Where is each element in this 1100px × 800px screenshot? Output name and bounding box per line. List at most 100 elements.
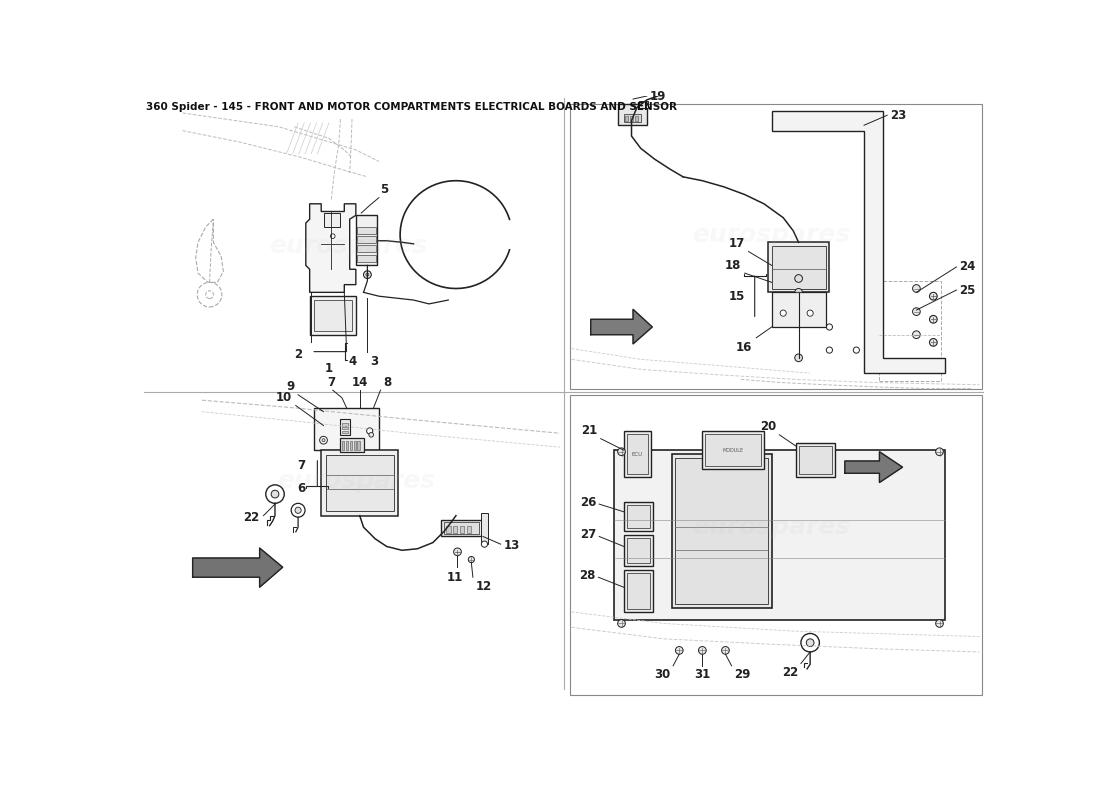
- Circle shape: [780, 310, 786, 316]
- Text: 11: 11: [447, 571, 462, 584]
- Text: 23: 23: [890, 109, 906, 122]
- Bar: [624, 502, 653, 531]
- Polygon shape: [306, 204, 356, 292]
- Circle shape: [913, 331, 921, 338]
- Bar: [625, 116, 628, 122]
- Bar: [796, 442, 835, 477]
- Text: MODULE: MODULE: [723, 448, 744, 453]
- Text: 22: 22: [243, 510, 260, 524]
- Circle shape: [330, 234, 336, 238]
- Circle shape: [826, 347, 833, 353]
- Bar: [353, 441, 355, 450]
- Bar: [323, 213, 341, 227]
- Text: 6: 6: [297, 482, 306, 495]
- Bar: [356, 215, 377, 266]
- Circle shape: [295, 507, 301, 514]
- Bar: [466, 526, 472, 533]
- Bar: [880, 281, 942, 381]
- Text: 7: 7: [327, 375, 336, 389]
- Text: 30: 30: [653, 668, 670, 681]
- Circle shape: [618, 448, 625, 455]
- Text: 21: 21: [582, 424, 597, 437]
- Text: 14: 14: [352, 375, 367, 389]
- Bar: [460, 526, 464, 533]
- Circle shape: [794, 274, 803, 282]
- Bar: [768, 242, 829, 292]
- Text: 2: 2: [294, 348, 302, 361]
- Text: eurospares: eurospares: [277, 469, 434, 493]
- Bar: [453, 526, 458, 533]
- Text: 4: 4: [348, 355, 356, 369]
- Polygon shape: [772, 111, 945, 373]
- Bar: [624, 114, 640, 122]
- Bar: [345, 441, 348, 450]
- Circle shape: [618, 619, 625, 627]
- Text: 9: 9: [286, 380, 295, 394]
- Text: 7: 7: [298, 459, 306, 472]
- Text: 17: 17: [728, 237, 745, 250]
- Bar: [444, 522, 480, 534]
- Text: 18: 18: [725, 258, 741, 271]
- Bar: [618, 104, 647, 126]
- Bar: [705, 434, 761, 466]
- Bar: [341, 438, 364, 452]
- Bar: [624, 570, 653, 612]
- Circle shape: [368, 433, 374, 437]
- Text: eurospares: eurospares: [693, 515, 850, 539]
- Text: ECU: ECU: [631, 451, 642, 457]
- Circle shape: [675, 646, 683, 654]
- Circle shape: [807, 310, 813, 316]
- Bar: [627, 538, 650, 562]
- Text: 12: 12: [475, 579, 492, 593]
- Text: 1: 1: [324, 362, 333, 374]
- Circle shape: [271, 490, 279, 498]
- Circle shape: [826, 324, 833, 330]
- Circle shape: [469, 557, 474, 562]
- Circle shape: [936, 619, 944, 627]
- Bar: [358, 236, 376, 243]
- Circle shape: [913, 308, 921, 315]
- Text: eurospares: eurospares: [270, 234, 427, 258]
- Bar: [627, 434, 648, 474]
- Circle shape: [320, 436, 328, 444]
- Text: 24: 24: [959, 261, 975, 274]
- Text: 31: 31: [694, 668, 711, 681]
- Text: 15: 15: [729, 290, 746, 302]
- Circle shape: [363, 270, 372, 278]
- Text: 8: 8: [383, 375, 392, 389]
- Bar: [639, 102, 649, 107]
- Bar: [342, 423, 348, 426]
- Text: 25: 25: [959, 283, 975, 297]
- Bar: [310, 296, 355, 334]
- Bar: [570, 394, 982, 695]
- Bar: [314, 300, 352, 331]
- Bar: [326, 455, 394, 511]
- Circle shape: [722, 646, 729, 654]
- Bar: [627, 573, 650, 609]
- Bar: [614, 450, 945, 619]
- Circle shape: [366, 428, 373, 434]
- Text: 10: 10: [276, 391, 292, 404]
- Bar: [800, 446, 832, 474]
- Circle shape: [698, 646, 706, 654]
- Circle shape: [930, 292, 937, 300]
- Text: 360 Spider - 145 - FRONT AND MOTOR COMPARTMENTS ELECTRICAL BOARDS AND SENSOR: 360 Spider - 145 - FRONT AND MOTOR COMPA…: [146, 102, 678, 112]
- Bar: [703, 431, 763, 470]
- Circle shape: [930, 338, 937, 346]
- Bar: [624, 431, 651, 477]
- Bar: [482, 514, 487, 544]
- Bar: [342, 441, 344, 450]
- Bar: [772, 292, 825, 327]
- Text: 20: 20: [760, 420, 777, 434]
- Circle shape: [930, 315, 937, 323]
- Circle shape: [794, 289, 803, 296]
- Bar: [358, 246, 376, 252]
- Polygon shape: [845, 452, 902, 482]
- Polygon shape: [591, 310, 652, 344]
- Bar: [570, 104, 982, 389]
- Circle shape: [453, 548, 461, 556]
- Bar: [358, 441, 360, 450]
- Text: 13: 13: [504, 539, 520, 552]
- Circle shape: [806, 639, 814, 646]
- Bar: [321, 450, 398, 516]
